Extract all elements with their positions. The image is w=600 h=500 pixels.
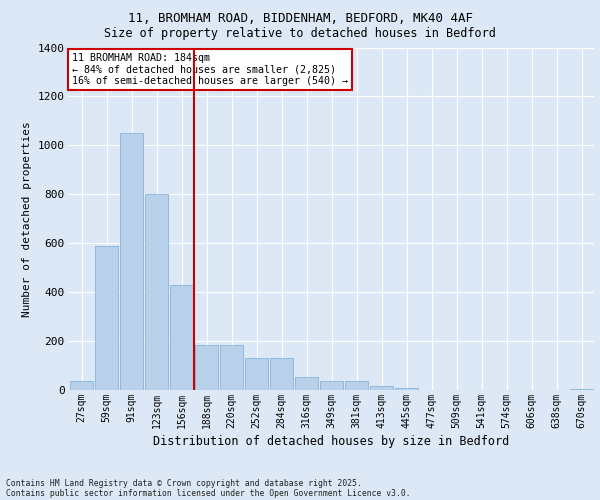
Bar (220, 344, 243, 390)
Text: 11 BROMHAM ROAD: 184sqm
← 84% of detached houses are smaller (2,825)
16% of semi: 11 BROMHAM ROAD: 184sqm ← 84% of detache… (71, 52, 347, 86)
Y-axis label: Number of detached properties: Number of detached properties (22, 121, 32, 316)
X-axis label: Distribution of detached houses by size in Bedford: Distribution of detached houses by size … (154, 435, 509, 448)
Bar (195, 344, 218, 390)
Text: Contains public sector information licensed under the Open Government Licence v3: Contains public sector information licen… (6, 488, 410, 498)
Bar (70, 382, 93, 390)
Bar (120, 133, 143, 390)
Bar (270, 358, 293, 390)
Bar (145, 194, 168, 390)
Bar (245, 358, 268, 390)
Text: 11, BROMHAM ROAD, BIDDENHAM, BEDFORD, MK40 4AF: 11, BROMHAM ROAD, BIDDENHAM, BEDFORD, MK… (128, 12, 473, 26)
Bar (170, 285, 193, 390)
Bar (570, 389, 593, 390)
Bar (395, 388, 418, 390)
Text: Contains HM Land Registry data © Crown copyright and database right 2025.: Contains HM Land Registry data © Crown c… (6, 478, 362, 488)
Bar (345, 382, 368, 390)
Text: Size of property relative to detached houses in Bedford: Size of property relative to detached ho… (104, 28, 496, 40)
Bar (295, 376, 318, 390)
Bar (370, 386, 393, 390)
Bar (320, 382, 343, 390)
Bar (95, 246, 118, 390)
